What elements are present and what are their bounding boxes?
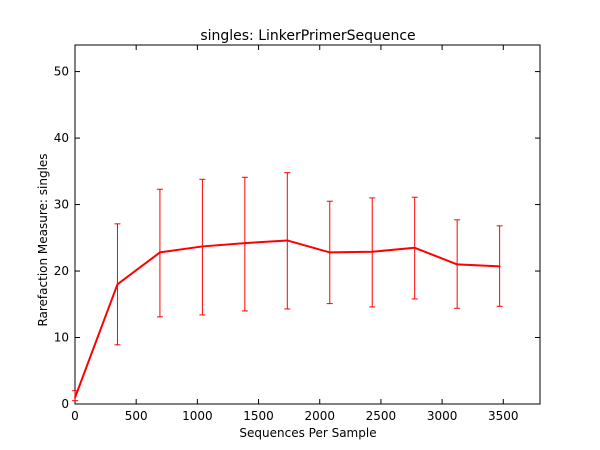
plot-area: 0 500 1000 1500 2000 2500 3000 3500 0 10 20 30 40 50 [54,44,541,423]
x-tick-label: 1000 [182,409,213,423]
data-point [116,283,119,286]
x-tick-label: 2500 [366,409,397,423]
data-point [74,396,77,399]
y-tick-label: 20 [54,264,69,278]
data-point [498,265,501,268]
data-point [286,239,289,242]
data-point [456,263,459,266]
data-point [371,250,374,253]
data-point [328,251,331,254]
x-tick-label: 0 [71,409,79,423]
x-tick-label: 3000 [427,409,458,423]
data-point [158,251,161,254]
data-point [413,246,416,249]
x-tick-label: 1500 [243,409,274,423]
x-tick-label: 3500 [488,409,519,423]
y-axis-label: Rarefaction Measure: singles [36,153,50,326]
chart-title: singles: LinkerPrimerSequence [200,28,415,44]
plot-frame [74,44,541,405]
y-tick-label: 0 [61,397,69,411]
y-tick-label: 50 [54,65,69,79]
x-tick-label: 2000 [304,409,335,423]
y-tick-label: 30 [54,198,69,212]
data-point [243,242,246,245]
data-point [201,245,204,248]
x-axis-label: Sequences Per Sample [239,426,376,440]
y-tick-label: 40 [54,131,69,145]
x-tick-label: 500 [125,409,148,423]
y-tick-label: 10 [54,331,69,345]
